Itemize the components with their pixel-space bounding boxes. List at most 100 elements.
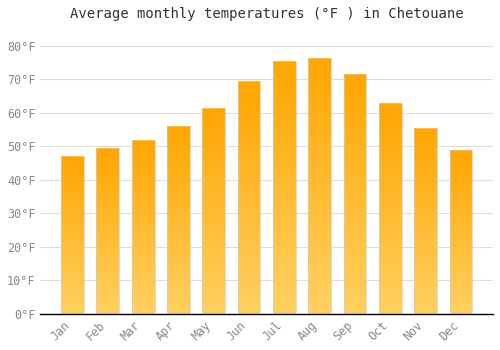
Bar: [167, 226, 190, 228]
Bar: [308, 152, 331, 155]
Bar: [308, 217, 331, 219]
Bar: [167, 243, 190, 244]
Bar: [96, 236, 119, 238]
Bar: [308, 99, 331, 101]
Bar: [167, 141, 190, 143]
Bar: [450, 225, 472, 227]
Bar: [344, 312, 366, 314]
Bar: [273, 152, 296, 154]
Bar: [167, 224, 190, 226]
Bar: [308, 270, 331, 273]
Bar: [344, 257, 366, 259]
Bar: [202, 301, 225, 303]
Bar: [167, 177, 190, 179]
Bar: [273, 182, 296, 185]
Bar: [132, 277, 154, 279]
Bar: [167, 235, 190, 237]
Bar: [238, 100, 260, 102]
Bar: [450, 201, 472, 202]
Bar: [379, 265, 402, 267]
Bar: [450, 169, 472, 171]
Bar: [414, 191, 437, 193]
Bar: [238, 249, 260, 251]
Bar: [96, 290, 119, 292]
Bar: [273, 251, 296, 253]
Bar: [167, 186, 190, 188]
Bar: [308, 122, 331, 124]
Bar: [344, 110, 366, 113]
Bar: [379, 170, 402, 173]
Bar: [308, 137, 331, 140]
Bar: [379, 253, 402, 255]
Bar: [238, 169, 260, 172]
Bar: [450, 288, 472, 289]
Bar: [344, 180, 366, 182]
Bar: [414, 260, 437, 262]
Bar: [167, 273, 190, 274]
Bar: [96, 181, 119, 183]
Bar: [96, 254, 119, 256]
Bar: [96, 226, 119, 228]
Bar: [308, 163, 331, 165]
Bar: [450, 199, 472, 201]
Bar: [238, 160, 260, 162]
Bar: [202, 108, 225, 314]
Bar: [202, 254, 225, 256]
Bar: [308, 219, 331, 222]
Bar: [379, 272, 402, 274]
Bar: [238, 281, 260, 284]
Bar: [238, 125, 260, 127]
Bar: [202, 180, 225, 182]
Bar: [167, 258, 190, 259]
Bar: [238, 81, 260, 83]
Bar: [414, 197, 437, 198]
Bar: [273, 172, 296, 175]
Bar: [202, 268, 225, 271]
Bar: [414, 135, 437, 137]
Bar: [414, 275, 437, 277]
Bar: [61, 189, 84, 191]
Bar: [450, 220, 472, 222]
Bar: [450, 210, 472, 212]
Bar: [96, 201, 119, 203]
Bar: [344, 225, 366, 228]
Bar: [61, 164, 84, 166]
Bar: [167, 147, 190, 149]
Bar: [344, 113, 366, 115]
Bar: [167, 288, 190, 289]
Bar: [167, 220, 190, 222]
Bar: [238, 225, 260, 228]
Bar: [308, 198, 331, 201]
Bar: [450, 229, 472, 230]
Bar: [414, 251, 437, 252]
Bar: [344, 266, 366, 268]
Bar: [238, 276, 260, 279]
Bar: [61, 156, 84, 314]
Bar: [238, 118, 260, 121]
Bar: [273, 190, 296, 192]
Bar: [202, 159, 225, 161]
Bar: [96, 193, 119, 195]
Bar: [238, 102, 260, 104]
Bar: [132, 302, 154, 303]
Bar: [238, 267, 260, 270]
Bar: [414, 273, 437, 275]
Bar: [379, 286, 402, 288]
Bar: [96, 150, 119, 151]
Bar: [344, 120, 366, 122]
Bar: [344, 161, 366, 163]
Bar: [379, 155, 402, 158]
Bar: [167, 212, 190, 215]
Bar: [344, 91, 366, 93]
Bar: [273, 104, 296, 106]
Bar: [344, 232, 366, 235]
Bar: [379, 263, 402, 265]
Bar: [96, 186, 119, 188]
Bar: [202, 124, 225, 126]
Bar: [167, 228, 190, 230]
Bar: [379, 191, 402, 194]
Bar: [379, 200, 402, 202]
Bar: [96, 281, 119, 282]
Bar: [132, 312, 154, 314]
Bar: [238, 290, 260, 293]
